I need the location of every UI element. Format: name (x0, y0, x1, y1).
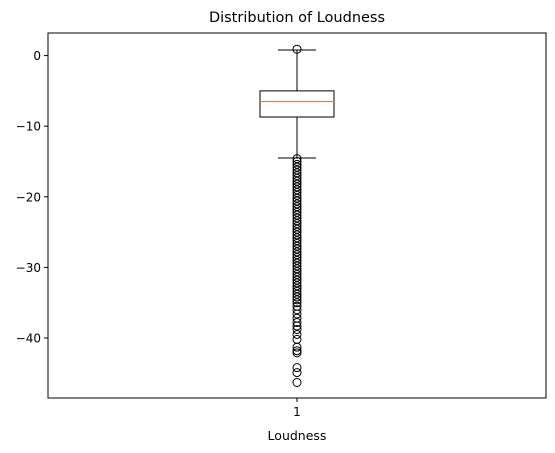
outlier-point (292, 292, 302, 302)
y-tick-label: 0 (33, 49, 41, 63)
outlier-point (292, 377, 302, 387)
outlier-points (292, 44, 302, 387)
outlier-point (292, 298, 302, 308)
outlier-point (292, 368, 302, 378)
x-axis-label: Loudness (268, 428, 327, 443)
outlier-point (292, 44, 302, 54)
box-iqr (259, 90, 335, 118)
outlier-point (292, 325, 302, 335)
x-axis: 1 (293, 398, 301, 419)
outlier-point (292, 334, 302, 344)
outlier-point (292, 348, 302, 358)
box-group (259, 49, 335, 159)
chart-title: Distribution of Loudness (209, 10, 385, 26)
y-tick-label: −20 (16, 190, 41, 204)
y-tick-label: −30 (16, 261, 41, 275)
outlier-point (292, 346, 302, 356)
outlier-point (292, 295, 302, 305)
y-tick-label: −40 (16, 331, 41, 345)
outlier-point (292, 329, 302, 339)
outlier-point (292, 363, 302, 373)
outlier-point (292, 342, 302, 352)
x-tick-label: 1 (293, 405, 301, 419)
y-tick-label: −10 (16, 120, 41, 134)
y-axis: 0 −10 −20 −30 −40 (16, 49, 48, 345)
outlier-point (292, 317, 302, 327)
